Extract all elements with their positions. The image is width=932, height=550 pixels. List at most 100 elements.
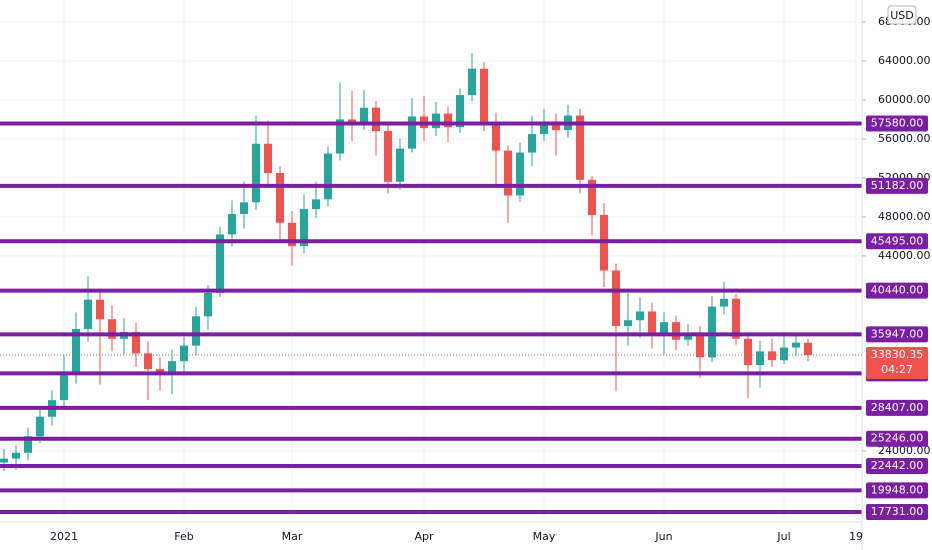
y-tick-label: 60000.00 bbox=[878, 93, 931, 106]
y-tick-label: 64000.00 bbox=[878, 54, 931, 67]
candle-body bbox=[492, 125, 500, 151]
candle-body bbox=[708, 306, 716, 358]
level-label: 51182.00 bbox=[871, 179, 924, 192]
last-price-label: 33830.35 bbox=[871, 348, 924, 361]
x-tick-label: 19 bbox=[849, 530, 863, 543]
candle-body bbox=[468, 68, 476, 96]
candle-body bbox=[396, 148, 404, 182]
candle-body bbox=[552, 121, 560, 131]
level-label-box bbox=[866, 177, 928, 194]
level-label: 19948.00 bbox=[871, 483, 924, 496]
candle-body bbox=[216, 234, 224, 293]
candle-body bbox=[348, 119, 356, 124]
y-tick-label: 48000.00 bbox=[878, 210, 931, 223]
candles bbox=[0, 53, 812, 472]
candle-body bbox=[204, 292, 212, 317]
axes: 68000.0064000.0060000.0056000.0052000.00… bbox=[50, 15, 931, 543]
candle-body bbox=[60, 372, 68, 401]
candle-body bbox=[780, 347, 788, 361]
candle-body bbox=[192, 316, 200, 346]
candle-body bbox=[144, 353, 152, 369]
candle-body bbox=[168, 361, 176, 375]
x-tick-label: Feb bbox=[174, 530, 193, 543]
candle-body bbox=[528, 134, 536, 153]
level-label-box bbox=[866, 482, 928, 499]
level-label: 22442.00 bbox=[871, 459, 924, 472]
candle-body bbox=[264, 143, 272, 174]
candle-body bbox=[180, 345, 188, 362]
level-label-box bbox=[866, 282, 928, 299]
level-label-box bbox=[866, 233, 928, 250]
candle-body bbox=[252, 143, 260, 203]
candle-body bbox=[72, 328, 80, 373]
currency-box[interactable] bbox=[887, 5, 917, 25]
candle-body bbox=[612, 270, 620, 327]
level-label-box bbox=[866, 399, 928, 416]
level-label-box bbox=[866, 503, 928, 520]
candle-body bbox=[732, 298, 740, 339]
candle-body bbox=[588, 179, 596, 215]
x-tick-label: 2021 bbox=[50, 530, 78, 543]
candle-body bbox=[636, 311, 644, 321]
countdown-label: 04:27 bbox=[881, 363, 913, 376]
levels bbox=[0, 121, 862, 514]
candle-body bbox=[648, 311, 656, 336]
level-label: 17731.00 bbox=[871, 505, 924, 518]
level-label: 28407.00 bbox=[871, 401, 924, 414]
candle-body bbox=[576, 115, 584, 180]
candle-body bbox=[504, 150, 512, 196]
candle-body bbox=[804, 342, 812, 356]
candle-body bbox=[96, 299, 104, 320]
candle-body bbox=[24, 436, 32, 453]
level-label-box bbox=[866, 326, 928, 343]
candle-body bbox=[336, 119, 344, 154]
candle-body bbox=[432, 113, 440, 129]
level-label: 25246.00 bbox=[871, 432, 924, 445]
y-tick-label: 44000.00 bbox=[878, 249, 931, 262]
candle-body bbox=[324, 153, 332, 200]
candle-body bbox=[36, 416, 44, 437]
x-tick-label: Apr bbox=[414, 530, 434, 543]
x-tick-label: Jun bbox=[654, 530, 672, 543]
candle-body bbox=[672, 322, 680, 340]
candle-body bbox=[372, 107, 380, 132]
candle-body bbox=[768, 351, 776, 361]
candle-body bbox=[12, 452, 20, 459]
candle-body bbox=[240, 202, 248, 214]
y-tick-label: 56000.00 bbox=[878, 132, 931, 145]
level-label: 57580.00 bbox=[871, 117, 924, 130]
candle-body bbox=[456, 95, 464, 128]
y-tick-label: 24000.00 bbox=[878, 444, 931, 457]
candle-body bbox=[312, 199, 320, 210]
candle-body bbox=[228, 213, 236, 235]
level-label: 45495.00 bbox=[871, 234, 924, 247]
level-label: 35947.00 bbox=[871, 327, 924, 340]
candle-body bbox=[444, 113, 452, 128]
last-price-box bbox=[866, 347, 928, 380]
currency-label: USD bbox=[890, 9, 914, 22]
candle-body bbox=[756, 351, 764, 366]
candle-body bbox=[276, 173, 284, 223]
candle-body bbox=[408, 116, 416, 149]
x-tick-label: Mar bbox=[282, 530, 303, 543]
level-label: 40440.00 bbox=[871, 284, 924, 297]
x-tick-label: May bbox=[533, 530, 556, 543]
candle-body bbox=[720, 298, 728, 307]
level-label-box bbox=[866, 115, 928, 132]
candle-body bbox=[288, 222, 296, 247]
candle-body bbox=[660, 322, 668, 336]
candle-body bbox=[384, 131, 392, 182]
candle-body bbox=[84, 299, 92, 329]
candle-body bbox=[792, 342, 800, 348]
candle-body bbox=[132, 331, 140, 354]
candle-body bbox=[696, 332, 704, 358]
candle-body bbox=[360, 107, 368, 124]
candle-body bbox=[540, 121, 548, 135]
candle-body bbox=[744, 338, 752, 366]
level-label-box bbox=[866, 458, 928, 475]
candle-body bbox=[0, 458, 8, 463]
candle-body bbox=[480, 68, 488, 126]
candle-body bbox=[300, 209, 308, 247]
